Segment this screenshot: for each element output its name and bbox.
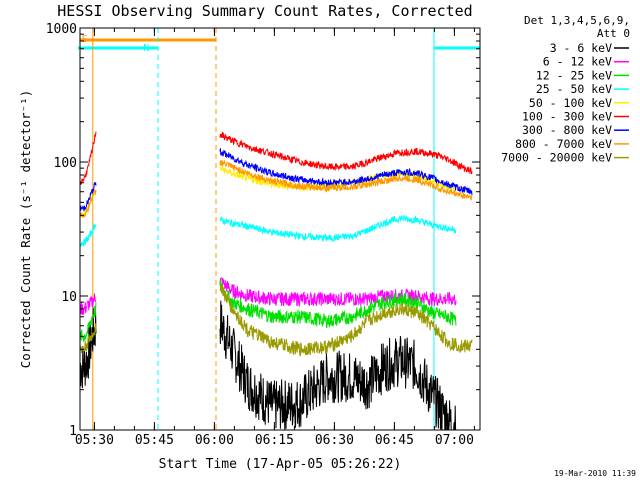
series-trace — [219, 148, 473, 196]
plot-frame — [79, 27, 481, 431]
series-trace — [79, 323, 97, 354]
x-tick-label: 05:45 — [135, 433, 174, 448]
chart-title: HESSI Observing Summary Count Rates, Cor… — [57, 2, 472, 20]
series-trace — [79, 223, 97, 247]
y-tick-label: 10 — [61, 290, 77, 305]
x-tick-label: 07:00 — [435, 433, 474, 448]
x-tick-label: 06:45 — [375, 433, 414, 448]
legend-label: 100 - 300 keV — [522, 110, 612, 124]
series-trace — [219, 214, 457, 243]
legend-label: 50 - 100 keV — [529, 96, 612, 110]
series-lines — [79, 131, 473, 431]
x-tick-label: 06:30 — [315, 433, 354, 448]
series-trace — [79, 182, 97, 212]
legend-label: 3 - 6 keV — [550, 41, 612, 55]
legend-label: 800 - 7000 keV — [515, 137, 612, 151]
legend-label: 25 - 50 keV — [536, 82, 612, 96]
series-trace — [219, 279, 457, 329]
y-tick-label: 1000 — [46, 22, 77, 37]
series-trace — [219, 283, 473, 357]
series-trace — [219, 160, 473, 201]
flag-label: S — [82, 34, 88, 45]
y-axis-label: Corrected Count Rate (s⁻¹ detector⁻¹) — [18, 90, 33, 368]
series-trace — [79, 302, 97, 342]
legend-label: 300 - 800 keV — [522, 123, 612, 137]
series-trace — [79, 131, 97, 186]
flag-label: N — [143, 43, 149, 54]
legend-label: 6 - 12 keV — [543, 55, 612, 69]
series-trace — [219, 131, 473, 175]
series-trace — [219, 300, 457, 431]
datestamp: 19-Mar-2010 11:39 — [554, 469, 636, 478]
y-tick-label: 1 — [69, 424, 77, 439]
legend-header: Att 0 — [597, 27, 630, 40]
legend-label: 7000 - 20000 keV — [501, 151, 612, 165]
flag-bars: SN — [78, 34, 480, 54]
x-tick-label: 05:30 — [75, 433, 114, 448]
y-tick-label: 100 — [54, 156, 77, 171]
x-axis-label: Start Time (17-Apr-05 05:26:22) — [159, 457, 402, 472]
legend-header: Det 1,3,4,5,6,9, — [524, 14, 630, 27]
axis-ticks: 05:30 05:45 06:00 06:15 06:30 06:45 07:00 1 10 10… — [46, 22, 480, 448]
legend-label: 12 - 25 keV — [536, 68, 612, 82]
x-tick-label: 06:00 — [195, 433, 234, 448]
x-tick-label: 06:15 — [255, 433, 294, 448]
series-trace — [79, 189, 97, 218]
series-trace — [79, 293, 97, 316]
